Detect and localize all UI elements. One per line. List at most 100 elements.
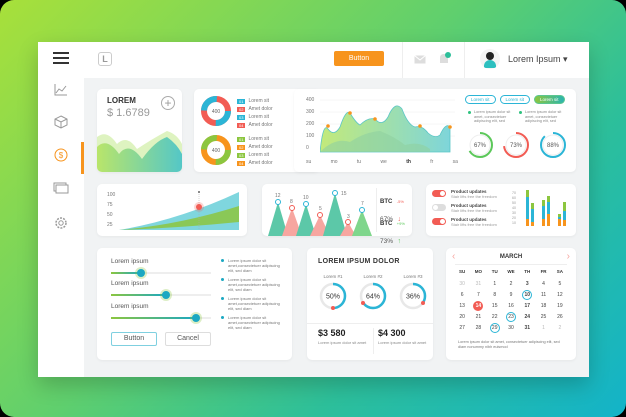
btc-down: BTC -5% 67% ↓ xyxy=(380,199,404,223)
next-month-icon[interactable]: › xyxy=(566,251,570,262)
menu-icon[interactable] xyxy=(53,52,69,64)
note-1: Lorem ipsum dolor sit amet, consectetuer… xyxy=(468,110,514,124)
stacked-bar-chart xyxy=(526,190,566,226)
svg-text:73%: 73% xyxy=(510,143,523,149)
weekly-area-chart xyxy=(320,99,455,153)
cube-icon[interactable] xyxy=(54,115,68,129)
calendar-day[interactable]: 30 xyxy=(508,324,514,331)
calendar-month: MARCH xyxy=(499,254,523,260)
stat-ring: Lorem #3 36% xyxy=(398,274,428,311)
calendar-day[interactable]: 3 xyxy=(525,280,529,287)
calendar-weekdays: SU MO TU WE TH FR SA xyxy=(459,269,563,274)
calendar-day[interactable]: 4 xyxy=(542,280,545,287)
y-axis: 400 300 200 100 0 xyxy=(306,97,315,151)
arrow-down-icon: ↓ xyxy=(397,216,401,223)
dollar-icon[interactable]: $ xyxy=(54,148,68,162)
chart-icon[interactable] xyxy=(54,84,68,96)
prev-month-icon[interactable]: ‹ xyxy=(452,251,456,262)
donut-chart-a: 400 xyxy=(201,96,231,126)
toggle-on[interactable] xyxy=(432,190,446,197)
filter-pills: Lorem sit Lorem sit Lorem sit xyxy=(465,95,565,104)
calendar-day[interactable]: 22 xyxy=(491,313,498,320)
calendar-day[interactable]: 28 xyxy=(475,324,482,331)
divider xyxy=(402,42,403,78)
dashboard-window: $ L Button Lorem Ipsum ▾ LOREM $ 1.6789 … xyxy=(38,42,589,377)
svg-text:88%: 88% xyxy=(547,143,560,149)
calendar-day[interactable]: 21 xyxy=(475,313,482,320)
primary-button[interactable]: Button xyxy=(111,332,157,346)
calendar-day[interactable]: 30 xyxy=(459,280,465,287)
calendar-day[interactable]: 26 xyxy=(557,313,563,320)
add-icon[interactable]: + xyxy=(161,96,175,110)
calendar-day[interactable]: 11 xyxy=(540,291,547,298)
calendar-day[interactable]: 13 xyxy=(459,302,465,309)
gear-icon[interactable] xyxy=(54,216,68,230)
divider xyxy=(307,323,433,324)
calendar-day[interactable]: 17 xyxy=(524,302,531,309)
slider-handle[interactable] xyxy=(162,291,170,299)
pill[interactable]: Lorem sit xyxy=(465,95,496,104)
donut-chart-b: 400 xyxy=(201,135,231,165)
calendar-day[interactable]: 16 xyxy=(508,302,514,309)
toggle-on[interactable] xyxy=(432,218,446,225)
svg-text:400: 400 xyxy=(212,109,221,115)
toggle-off[interactable] xyxy=(432,204,446,211)
calendar-day[interactable]: 12 xyxy=(557,291,563,298)
card-title: LOREM xyxy=(107,96,136,105)
card-value: $ 1.6789 xyxy=(107,107,150,119)
cancel-button[interactable]: Cancel xyxy=(165,332,211,346)
slider-2[interactable] xyxy=(111,291,211,299)
pill-active[interactable]: Lorem sit xyxy=(534,95,565,104)
slider-label: Lorem ipsum xyxy=(111,258,149,265)
calendar-day[interactable]: 1 xyxy=(493,280,497,287)
bell-icon[interactable] xyxy=(437,52,451,66)
toggle-row: Product updates Stair lifts free the free… xyxy=(432,189,497,199)
calendar-day[interactable]: 1 xyxy=(542,324,545,331)
calendar-day[interactable]: 31 xyxy=(524,324,531,331)
calendar-day[interactable]: 6 xyxy=(460,291,464,298)
slider-3[interactable] xyxy=(111,314,211,322)
cards-icon[interactable] xyxy=(53,182,69,194)
header-button[interactable]: Button xyxy=(334,51,384,66)
pill[interactable]: Lorem sit xyxy=(499,95,531,104)
slider-notes: Lorem ipsum dolor sit amet,consectetuer … xyxy=(221,258,287,330)
calendar-day[interactable]: 9 xyxy=(509,291,513,298)
user-menu[interactable]: Lorem Ipsum ▾ xyxy=(508,54,568,65)
calendar-day-marked[interactable]: 10 xyxy=(522,289,533,300)
spike-chart-card: 12 8 10 5 15 3 7 BTC -5% 67% ↓ BTC +9% 7… xyxy=(262,184,412,245)
amount-2: $4 300 Lorem ipsum dolor sit amet xyxy=(378,328,427,345)
calendar-day[interactable]: 15 xyxy=(491,302,498,309)
avatar[interactable] xyxy=(480,49,500,69)
legend-a: 01 Lorem sit 02 Amet dolor 03 Lorem sit 04 A… xyxy=(237,98,273,128)
calendar-day[interactable]: 20 xyxy=(459,313,465,320)
divider xyxy=(376,188,377,232)
arrow-up-icon: ↑ xyxy=(397,238,401,245)
calendar-day[interactable]: 18 xyxy=(540,302,547,309)
calendar-day[interactable]: 2 xyxy=(509,280,513,287)
sidebar: $ xyxy=(38,42,84,377)
calendar-day[interactable]: 24 xyxy=(524,313,531,320)
svg-text:36%: 36% xyxy=(406,294,420,301)
calendar-note: Lorem ipsum dolor sit amet, consectetuer… xyxy=(458,340,560,349)
calendar-day[interactable]: 31 xyxy=(475,280,482,287)
calendar-day[interactable]: 7 xyxy=(477,291,480,298)
amount-1: $3 580 Lorem ipsum dolor sit amet xyxy=(318,328,367,345)
calendar-day[interactable]: 5 xyxy=(558,280,562,287)
calendar-day[interactable]: 2 xyxy=(558,324,562,331)
slider-1[interactable] xyxy=(111,269,211,277)
calendar-day[interactable]: 8 xyxy=(493,291,497,298)
calendar-day-selected[interactable]: 14 xyxy=(473,300,484,311)
slider-handle[interactable] xyxy=(192,314,200,322)
slider-handle[interactable] xyxy=(137,269,145,277)
calendar-grid: 30 31 1 2 3 4 5 6 7 8 9 10 11 12 13 14 15 16 17 18 19 20 21… xyxy=(454,278,568,333)
calendar-day[interactable]: 19 xyxy=(557,302,563,309)
calendar-day[interactable]: 25 xyxy=(540,313,547,320)
calendar-day[interactable]: 27 xyxy=(459,324,465,331)
logo[interactable]: L xyxy=(98,52,112,66)
growth-chart-card: 100 75 50 25 xyxy=(97,184,247,236)
calendar-day-marked[interactable]: 29 xyxy=(489,322,500,333)
mail-icon[interactable] xyxy=(414,55,426,64)
calendar-day-marked[interactable]: 23 xyxy=(505,311,516,322)
stats-title: LOREM IPSUM DOLOR xyxy=(318,258,400,265)
